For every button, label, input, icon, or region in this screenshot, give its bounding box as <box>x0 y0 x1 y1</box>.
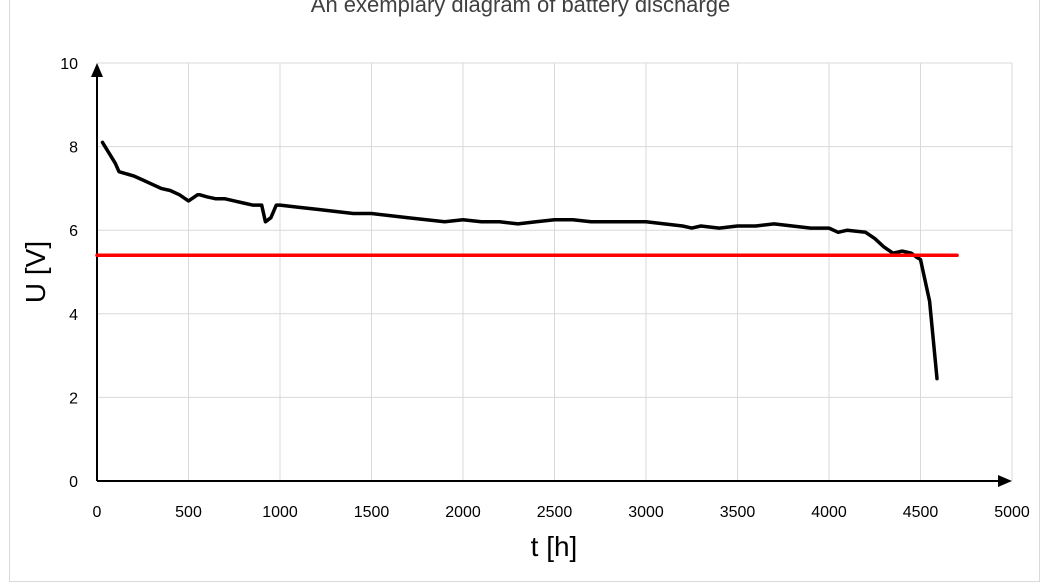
x-axis-title: t [h] <box>531 531 578 562</box>
x-tick-label: 500 <box>175 504 202 521</box>
y-axis-title: U [V] <box>20 241 51 303</box>
series-group <box>95 140 959 381</box>
y-tick-label: 8 <box>69 140 78 157</box>
chart-title: An exemplary diagram of battery discharg… <box>310 0 731 17</box>
tick-labels: 0 500 1000 1500 2000 2500 3000 3500 4000 4500 5000… <box>60 56 1030 521</box>
x-tick-label: 3500 <box>720 504 756 521</box>
chart-frame <box>9 0 1040 582</box>
y-tick-label: 0 <box>69 474 78 491</box>
voltage-series-line <box>100 140 939 381</box>
x-tick-label: 0 <box>93 504 102 521</box>
x-tick-label: 3000 <box>628 504 664 521</box>
x-tick-label: 4500 <box>903 504 939 521</box>
x-tick-label: 1000 <box>262 504 298 521</box>
x-tick-label: 2500 <box>537 504 573 521</box>
grid <box>97 62 1013 481</box>
y-tick-label: 6 <box>69 223 78 240</box>
x-tick-label: 2000 <box>445 504 481 521</box>
x-axis-arrowhead <box>998 475 1012 487</box>
y-tick-label: 2 <box>69 390 78 407</box>
y-tick-label: 10 <box>60 56 78 73</box>
axes <box>91 63 1012 487</box>
y-axis-arrowhead <box>91 63 103 77</box>
x-tick-label: 5000 <box>994 504 1030 521</box>
x-tick-label: 1500 <box>354 504 390 521</box>
y-tick-label: 4 <box>69 307 78 324</box>
x-tick-label: 4000 <box>811 504 847 521</box>
